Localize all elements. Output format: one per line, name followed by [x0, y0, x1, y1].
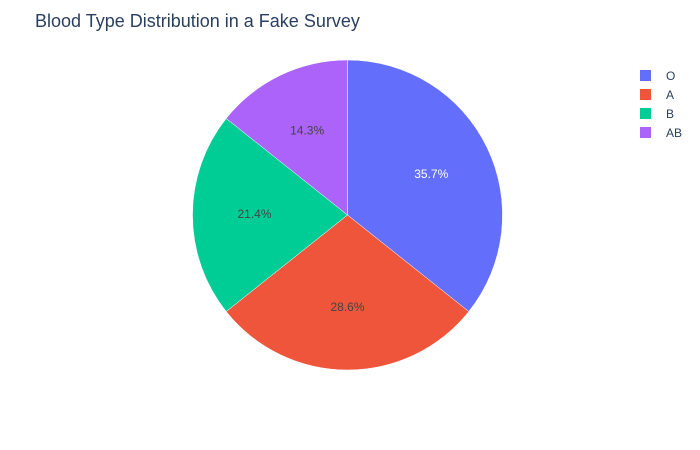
legend-item-ab[interactable]: AB	[640, 123, 682, 142]
legend-item-o[interactable]: O	[640, 66, 682, 85]
slice-label-o: 35.7%	[414, 167, 448, 181]
legend-item-b[interactable]: B	[640, 104, 682, 123]
pie-slice-ab[interactable]	[225, 59, 348, 216]
pie-slice-o[interactable]	[347, 59, 503, 312]
pie-slice-a[interactable]	[225, 214, 470, 371]
slice-label-a: 28.6%	[330, 300, 364, 314]
legend-swatch-o	[640, 70, 651, 81]
legend-item-a[interactable]: A	[640, 85, 682, 104]
legend: O A B AB	[640, 66, 682, 142]
legend-label-a: A	[666, 87, 675, 102]
legend-label-b: B	[666, 106, 675, 121]
chart-title: Blood Type Distribution in a Fake Survey	[35, 11, 360, 31]
legend-swatch-a	[640, 89, 651, 100]
legend-label-ab: AB	[666, 125, 683, 140]
legend-label-o: O	[666, 68, 676, 83]
slice-label-ab: 14.3%	[290, 123, 324, 137]
pie-slice-b[interactable]	[192, 118, 348, 312]
slice-label-b: 21.4%	[237, 207, 271, 221]
legend-swatch-b	[640, 108, 651, 119]
legend-swatch-ab	[640, 127, 651, 138]
